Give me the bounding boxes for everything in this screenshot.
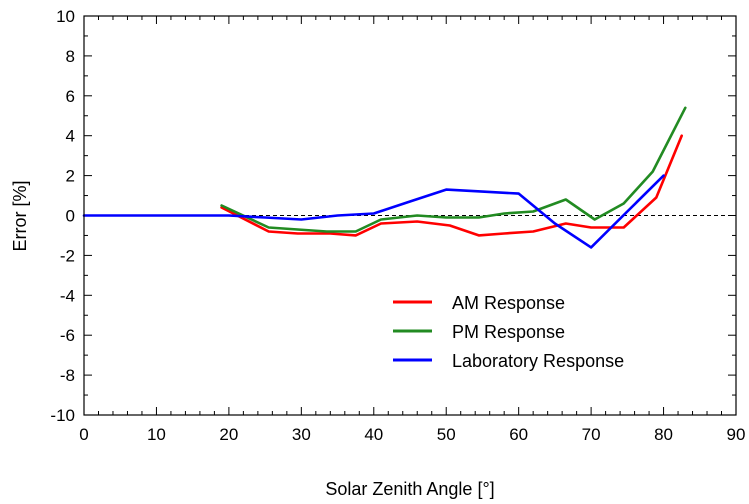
legend: AM Response PM Response Laboratory Respo… [393,293,624,371]
x-tick-label: 70 [582,425,601,444]
y-tick-label: -8 [60,366,75,385]
x-tick-label: 10 [147,425,166,444]
y-axis-label: Error [%] [10,180,30,251]
x-tick-label: 20 [219,425,238,444]
y-tick-label: 10 [56,7,75,26]
label-layer: Solar Zenith Angle [°] Error [%] [10,180,495,499]
y-tick-label: -2 [60,246,75,265]
axes-layer: 0 10 20 30 40 50 60 70 80 90 -10 -8 -6 -4 -2 0 2 4 6 8 10 [50,7,745,444]
y-tick-label: -6 [60,326,75,345]
plot-frame-layer [83,15,737,416]
x-axis-label: Solar Zenith Angle [°] [325,479,494,499]
legend-label-am: AM Response [452,293,565,313]
y-tick-label: 0 [66,207,75,226]
series-laboratory-response [82,174,665,249]
y-tick-label: -4 [60,286,75,305]
y-tick-label: -10 [50,406,75,425]
x-tick-label: 0 [79,425,88,444]
series-layer [82,106,687,249]
plot-frame [83,15,737,416]
x-tick-label: 30 [292,425,311,444]
x-tick-label: 80 [654,425,673,444]
x-tick-label: 90 [727,425,746,444]
x-tick-label: 60 [509,425,528,444]
x-tick-label: 50 [437,425,456,444]
y-tick-label: 4 [66,127,75,146]
y-tick-label: 8 [66,47,75,66]
series-pm-response [220,106,687,233]
y-tick-label: 6 [66,87,75,106]
legend-label-lab: Laboratory Response [452,351,624,371]
y-tick-label: 2 [66,167,75,186]
legend-label-pm: PM Response [452,322,565,342]
x-tick-label: 40 [364,425,383,444]
series-am-response [220,134,684,237]
